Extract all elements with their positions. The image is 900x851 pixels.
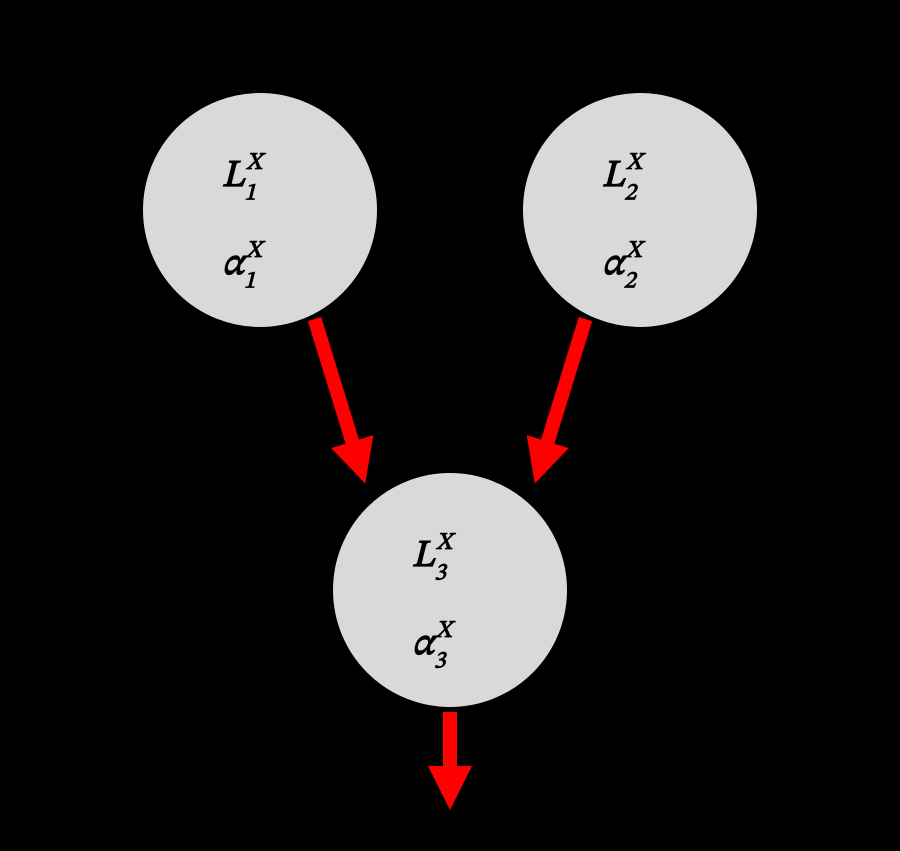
edge-line [542,319,586,460]
edge-arrowhead [428,766,472,810]
node-circle [142,92,378,328]
edge-arrowhead [527,435,569,484]
node-circle [522,92,758,328]
diagram-canvas: LX1αX1 LX2αX2 LX3αX3 [0,0,900,851]
node-circle [332,472,568,708]
node-n2: LX2αX2 [522,92,758,328]
edge-line [315,319,359,460]
node-n1: LX1αX1 [142,92,378,328]
node-n3: LX3αX3 [332,472,568,708]
edge-arrowhead [331,435,373,484]
